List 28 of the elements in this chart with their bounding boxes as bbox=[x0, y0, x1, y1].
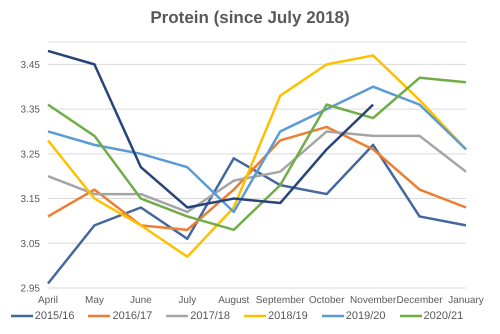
x-tick-label: December bbox=[396, 295, 444, 306]
legend-label: 2016/17 bbox=[111, 310, 152, 322]
y-tick-label: 3.35 bbox=[20, 104, 40, 116]
line-series bbox=[46, 85, 468, 214]
x-tick-label: April bbox=[38, 295, 58, 306]
y-tick-label: 3.05 bbox=[20, 238, 40, 250]
x-tick-label: August bbox=[218, 295, 250, 306]
legend-label: 2020/21 bbox=[422, 310, 464, 322]
legend-label: 2017/18 bbox=[189, 310, 230, 322]
x-tick-label: June bbox=[130, 295, 152, 306]
legend-label: 2015/16 bbox=[34, 310, 74, 322]
legend-label: 2019/20 bbox=[344, 310, 386, 322]
x-tick-label: November bbox=[350, 295, 397, 306]
y-tick-label: 3.45 bbox=[20, 60, 40, 71]
chart-title: Protein (since July 2018) bbox=[149, 8, 351, 29]
line-series bbox=[46, 50, 374, 209]
line-series bbox=[46, 130, 468, 214]
x-tick-label: July bbox=[178, 295, 196, 306]
x-tick-label: January bbox=[448, 295, 484, 306]
x-tick-label: October bbox=[308, 295, 346, 306]
line-series bbox=[46, 54, 468, 258]
x-tick-label: September bbox=[256, 295, 306, 306]
y-tick-label: 3.15 bbox=[20, 194, 40, 206]
y-tick-label: 3.25 bbox=[20, 149, 40, 160]
line-series bbox=[46, 76, 468, 232]
x-tick-label: May bbox=[84, 295, 104, 306]
y-tick-label: 2.95 bbox=[20, 284, 40, 295]
legend-label: 2018/19 bbox=[267, 310, 308, 322]
